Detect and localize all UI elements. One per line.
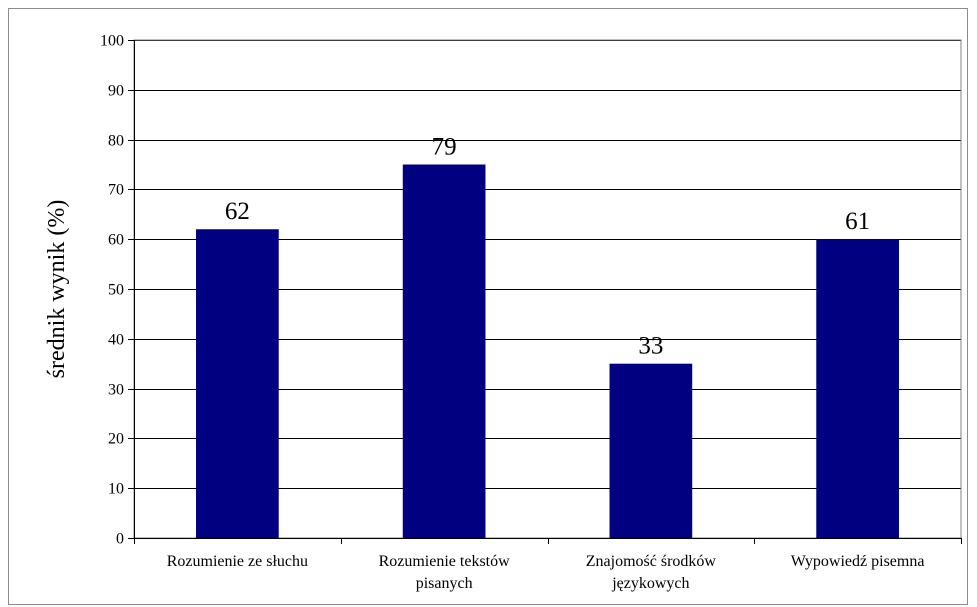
x-tick-label: Rozumienie tekstów pisanych [379, 553, 511, 592]
x-tick-label-line: Rozumienie tekstów [379, 553, 511, 570]
x-tick-label: Rozumienie ze słuchu [167, 553, 308, 570]
x-tick-label: Wypowiedź pisemna [791, 553, 925, 570]
y-tick-label: 70 [108, 182, 124, 199]
axes [128, 39, 962, 544]
x-tick-label-line: pisanych [416, 575, 473, 592]
bar [609, 363, 693, 538]
y-tick-labels: 0 10 20 30 40 50 60 70 80 90 100 [100, 33, 124, 548]
y-tick-label: 80 [108, 133, 124, 150]
y-axis-title: średnik wynik (%) [44, 200, 70, 379]
y-tick-label: 0 [116, 531, 124, 548]
bar [816, 239, 899, 538]
y-tick-label: 50 [108, 282, 124, 299]
y-tick-label: 30 [108, 382, 124, 399]
data-label: 33 [638, 333, 663, 360]
y-tick-label: 10 [108, 481, 124, 498]
y-tick-label: 40 [108, 332, 124, 349]
data-labels: 62 79 33 61 [225, 134, 870, 360]
bars [196, 164, 899, 539]
x-tick-label-line: językowych [611, 575, 689, 592]
y-tick-label: 100 [100, 33, 124, 50]
data-label: 79 [432, 134, 457, 161]
x-tick-label-line: Wypowiedź pisemna [791, 553, 925, 570]
data-label: 62 [225, 198, 250, 225]
chart-frame [8, 8, 968, 605]
bar [402, 164, 486, 538]
x-tick-label-line: Rozumienie ze słuchu [167, 553, 308, 570]
x-tick-labels: Rozumienie ze słuchu Rozumienie tekstów pi… [167, 553, 925, 592]
y-tick-label: 20 [108, 431, 124, 448]
bar [196, 229, 279, 539]
y-tick-label: 90 [108, 83, 124, 100]
x-tick-label: Znajomość środków językowych [586, 553, 717, 592]
x-tick-label-line: Znajomość środków [586, 553, 717, 570]
y-tick-label: 60 [108, 232, 124, 249]
data-label: 61 [845, 208, 870, 235]
